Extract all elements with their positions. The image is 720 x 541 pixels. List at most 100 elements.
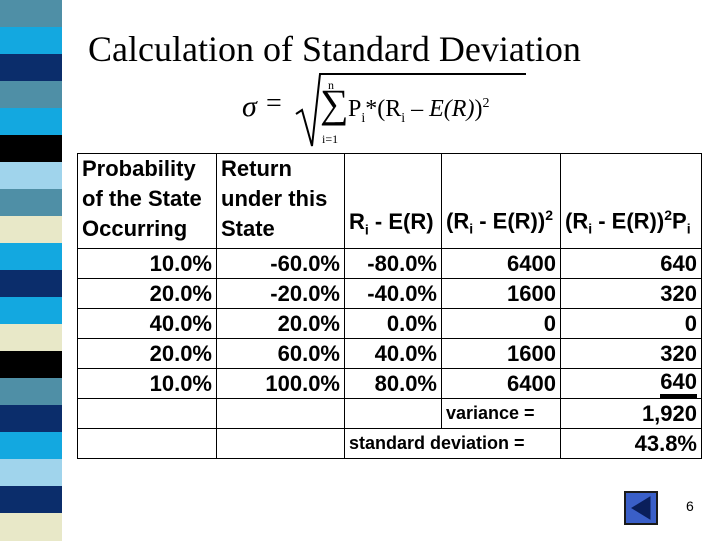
sum-lower-limit: i=1	[322, 132, 339, 146]
cell-return: -20.0%	[216, 278, 345, 309]
variance-label: variance =	[441, 398, 561, 429]
std-dev-label: standard deviation =	[344, 428, 561, 459]
summation-symbol: ∑	[320, 81, 349, 126]
header-probability-line: Occurring	[82, 216, 188, 241]
stripe-segment	[0, 459, 62, 487]
cell-deviation: 80.0%	[344, 368, 442, 399]
table-row: 10.0% -60.0% -80.0% 6400 640	[77, 248, 702, 279]
header-sq-sub: i	[469, 221, 474, 237]
cell-empty	[216, 428, 345, 459]
header-return-line: State	[221, 216, 275, 241]
cell-return: 60.0%	[216, 338, 345, 369]
expected-return-symbol: E(R)	[429, 96, 475, 122]
header-sq-a: (R	[446, 208, 470, 234]
header-deviation: Ri - E(R)	[344, 153, 442, 249]
cell-probability: 40.0%	[77, 308, 217, 339]
header-w-exp: 2	[664, 207, 672, 224]
table-row: 10.0% 100.0% 80.0% 6400 640	[77, 368, 702, 399]
stripe-segment	[0, 405, 62, 433]
stripe-segment	[0, 432, 62, 460]
table-header-row: Probability of the State Occurring Retur…	[77, 153, 702, 249]
stripe-segment	[0, 189, 62, 217]
header-probability: Probability of the State Occurring	[77, 153, 217, 249]
cell-probability: 20.0%	[77, 338, 217, 369]
cell-empty	[77, 428, 217, 459]
std-dev-formula: σ = n ∑ i=1 Pi*(Ri – E(R))2	[232, 70, 542, 150]
cell-weighted-underlined: 640	[660, 370, 697, 398]
header-sq-exp: 2	[545, 207, 553, 224]
cell-squared-deviation: 6400	[441, 368, 561, 399]
stripe-segment	[0, 297, 62, 325]
square-exponent: 2	[482, 96, 490, 111]
table-row: 40.0% 20.0% 0.0% 0 0	[77, 308, 702, 339]
cell-deviation: -80.0%	[344, 248, 442, 279]
cell-weighted: 640	[560, 368, 702, 399]
cell-weighted: 640	[560, 248, 702, 279]
cell-deviation: 40.0%	[344, 338, 442, 369]
r-symbol: *(R	[365, 96, 402, 122]
p-symbol: P	[348, 96, 362, 122]
cell-deviation: -40.0%	[344, 278, 442, 309]
cell-squared-deviation: 1600	[441, 338, 561, 369]
stripe-segment	[0, 243, 62, 271]
minus-symbol: –	[405, 96, 430, 122]
cell-squared-deviation: 0	[441, 308, 561, 339]
stripe-segment	[0, 324, 62, 352]
cell-probability: 10.0%	[77, 248, 217, 279]
previous-slide-triangle-icon	[631, 496, 651, 520]
page-number: 6	[686, 498, 694, 514]
std-dev-value: 43.8%	[560, 428, 702, 459]
header-w-a: (R	[565, 208, 589, 234]
stripe-segment	[0, 378, 62, 406]
header-return: Return under this State	[216, 153, 345, 249]
cell-empty	[344, 398, 442, 429]
header-weighted-squared-deviation: (Ri - E(R))2Pi	[560, 153, 702, 249]
cell-weighted: 320	[560, 278, 702, 309]
slide-title: Calculation of Standard Deviation	[88, 29, 581, 69]
header-squared-deviation: (Ri - E(R))2	[441, 153, 561, 249]
cell-deviation: 0.0%	[344, 308, 442, 339]
cell-empty	[77, 398, 217, 429]
stripe-segment	[0, 81, 62, 109]
formula-equals: =	[266, 88, 282, 119]
previous-slide-button[interactable]	[624, 491, 658, 525]
variance-row: variance = 1,920	[77, 398, 702, 429]
header-probability-line: Probability	[82, 156, 196, 181]
stripe-segment	[0, 351, 62, 379]
cell-return: 20.0%	[216, 308, 345, 339]
stripe-segment	[0, 135, 62, 163]
table-row: 20.0% -20.0% -40.0% 1600 320	[77, 278, 702, 309]
radical-sign	[295, 73, 526, 147]
cell-squared-deviation: 6400	[441, 248, 561, 279]
formula-expression: Pi*(Ri – E(R))2	[348, 96, 489, 127]
header-w-b: - E(R))	[592, 208, 665, 234]
stripe-segment	[0, 216, 62, 244]
header-w-sub: i	[588, 221, 593, 237]
cell-return: -60.0%	[216, 248, 345, 279]
formula-sigma: σ	[242, 90, 257, 123]
stripe-segment	[0, 0, 62, 28]
cell-probability: 20.0%	[77, 278, 217, 309]
stripe-segment	[0, 270, 62, 298]
header-deviation-rest: - E(R)	[368, 208, 434, 234]
cell-empty	[216, 398, 345, 429]
cell-return: 100.0%	[216, 368, 345, 399]
std-dev-row: standard deviation = 43.8%	[77, 428, 702, 459]
cell-squared-deviation: 1600	[441, 278, 561, 309]
p-subscript: i	[361, 110, 366, 126]
stripe-segment	[0, 27, 62, 55]
stripe-segment	[0, 54, 62, 82]
r-subscript: i	[401, 110, 406, 126]
table-row: 20.0% 60.0% 40.0% 1600 320	[77, 338, 702, 369]
header-probability-line: of the State	[82, 186, 202, 211]
stripe-segment	[0, 108, 62, 136]
variance-value: 1,920	[560, 398, 702, 429]
header-w-psub: i	[686, 221, 691, 237]
stripe-segment	[0, 513, 62, 541]
close-paren: )	[474, 96, 483, 122]
stripe-segment	[0, 486, 62, 514]
sum-upper-limit: n	[328, 78, 334, 92]
cell-weighted: 320	[560, 338, 702, 369]
stripe-segment	[0, 162, 62, 190]
header-return-line: Return	[221, 156, 292, 181]
